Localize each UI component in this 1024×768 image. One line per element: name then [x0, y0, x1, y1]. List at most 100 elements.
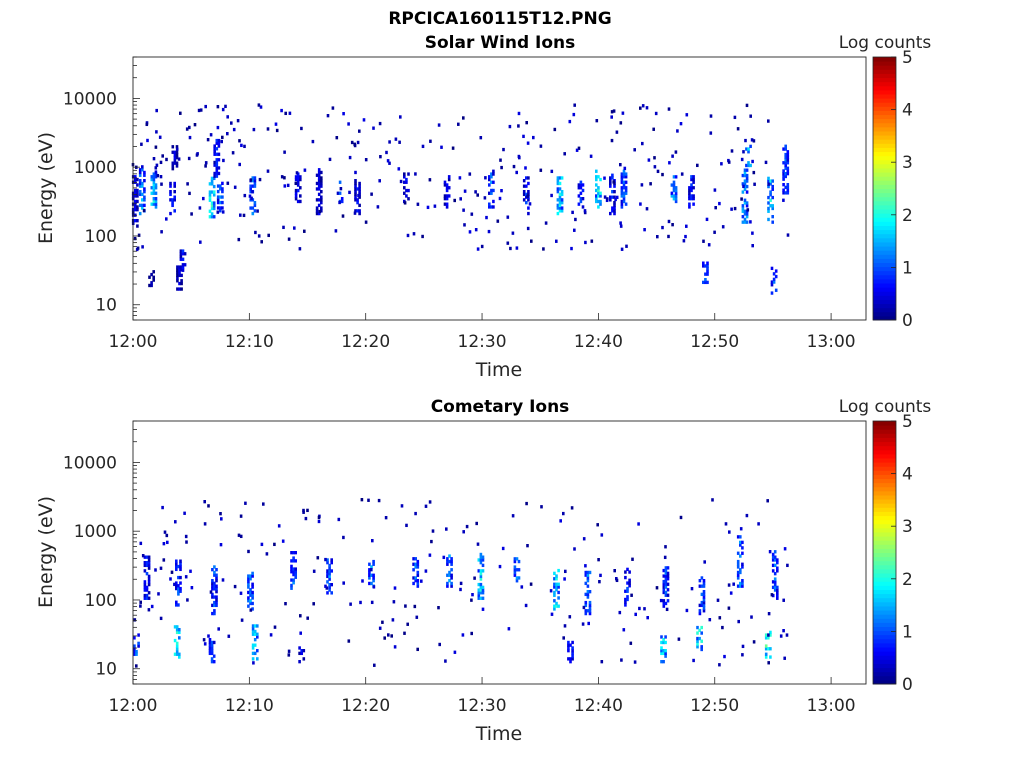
spectrogram-pixel: [757, 522, 760, 526]
spectrogram-pixel: [175, 564, 178, 569]
spectrogram-pixel: [764, 636, 768, 640]
spectrogram-pixel: [215, 141, 219, 145]
spectrogram-pixel: [530, 239, 533, 243]
spectrogram-pixel: [137, 633, 140, 637]
spectrogram-pixel: [203, 522, 207, 526]
spectrogram-pixel: [253, 651, 257, 656]
spectrogram-pixel: [624, 180, 628, 184]
spectrogram-pixel: [620, 180, 624, 184]
spectrogram-pixel: [770, 280, 774, 284]
colorbar-tick-label: 4: [902, 465, 913, 485]
spectrogram-pixel: [403, 180, 406, 184]
spectrogram-pixel: [428, 553, 432, 557]
spectrogram-pixel: [488, 202, 491, 206]
spectrogram-pixel: [420, 579, 423, 583]
spectrogram-pixel: [288, 111, 292, 115]
spectrogram-pixel: [577, 146, 581, 150]
spectrogram-pixel: [445, 202, 449, 206]
spectrogram-pixel: [145, 593, 149, 598]
spectrogram-pixel: [143, 569, 147, 573]
colorbar-tick-label: 3: [902, 517, 913, 537]
x-tick-label: 12:20: [341, 696, 390, 716]
spectrogram-pixel: [786, 161, 790, 165]
spectrogram-pixel: [328, 572, 331, 576]
colorbar-swatch: [873, 531, 896, 537]
spectrogram-pixel: [210, 176, 214, 181]
y-tick-label: 1000: [74, 522, 117, 542]
colorbar-swatch: [873, 89, 896, 95]
spectrogram-pixel: [226, 115, 229, 119]
spectrogram-pixel: [290, 578, 293, 582]
spectrogram-pixel: [553, 604, 556, 608]
spectrogram-pixel: [328, 585, 331, 590]
spectrogram-pixel: [335, 136, 339, 140]
spectrogram-pixel: [445, 205, 449, 209]
spectrogram-pixel: [138, 203, 142, 208]
spectrogram-pixel: [769, 198, 772, 202]
spectrogram-pixel: [782, 198, 785, 202]
spectrogram-pixel: [266, 127, 270, 131]
y-tick-label: 10: [95, 296, 117, 316]
spectrogram-pixel: [421, 144, 425, 149]
spectrogram-pixel: [303, 168, 307, 172]
spectrogram-pixel: [181, 249, 185, 253]
spectrogram-pixel: [626, 581, 629, 585]
spectrogram-pixel: [597, 205, 600, 209]
spectrogram-pixel: [155, 163, 159, 167]
spectrogram-pixel: [609, 195, 612, 199]
spectrogram-pixel: [259, 105, 263, 109]
spectrogram-pixel: [239, 591, 243, 595]
x-tick-label: 12:20: [341, 332, 390, 352]
spectrogram-pixel: [619, 224, 623, 228]
spectrogram-pixel: [586, 590, 590, 594]
spectrogram-pixel: [666, 574, 670, 578]
spectrogram-pixel: [292, 559, 295, 563]
spectrogram-pixel: [445, 188, 449, 193]
colorbar-swatch: [873, 523, 896, 529]
spectrogram-pixel: [215, 590, 218, 594]
spectrogram-pixel: [317, 515, 321, 520]
spectrogram-pixel: [692, 197, 695, 201]
spectrogram-pixel: [249, 593, 252, 597]
spectrogram-pixel: [206, 138, 210, 142]
spectrogram-pixel: [733, 206, 737, 211]
spectrogram-pixel: [702, 590, 706, 594]
spectrogram-pixel: [249, 206, 252, 210]
spectrogram-pixel: [208, 651, 212, 656]
spectrogram-pixel: [448, 559, 451, 564]
spectrogram-pixel: [587, 621, 590, 626]
spectrogram-pixel: [622, 175, 626, 179]
spectrogram-pixel: [609, 211, 612, 216]
colorbar-swatch: [873, 445, 896, 451]
spectrogram-pixel: [134, 177, 137, 182]
spectrogram-pixel: [629, 641, 633, 645]
spectrogram-pixel: [702, 581, 706, 586]
spectrogram-pixel: [219, 543, 223, 547]
spectrogram-pixel: [134, 219, 137, 223]
spectrogram-pixel: [147, 566, 151, 570]
spectrogram-pixel: [553, 585, 556, 589]
spectrogram-pixel: [624, 186, 628, 190]
spectrogram-pixel: [672, 188, 676, 193]
spectrogram-pixel: [446, 559, 449, 564]
colorbar-swatch: [873, 622, 896, 627]
spectrogram-pixel: [641, 104, 645, 108]
spectrogram-pixel: [178, 652, 181, 656]
spectrogram-pixel: [479, 574, 483, 579]
spectrogram-pixel: [767, 206, 770, 211]
spectrogram-pixel: [412, 581, 415, 586]
spectrogram-pixel: [666, 566, 670, 570]
spectrogram-pixel: [773, 558, 777, 562]
spectrogram-pixel: [165, 533, 169, 538]
spectrogram-pixel: [769, 190, 772, 194]
spectrogram-pixel: [615, 577, 618, 581]
colorbar-swatch: [873, 597, 896, 603]
spectrogram-pixel: [450, 576, 453, 580]
spectrogram-pixel: [317, 181, 321, 186]
spectrogram-pixel: [747, 161, 750, 165]
spectrogram-pixel: [767, 612, 771, 616]
spectrogram-pixel: [582, 605, 586, 610]
colorbar-swatch: [873, 270, 896, 276]
spectrogram-pixel: [624, 570, 627, 574]
